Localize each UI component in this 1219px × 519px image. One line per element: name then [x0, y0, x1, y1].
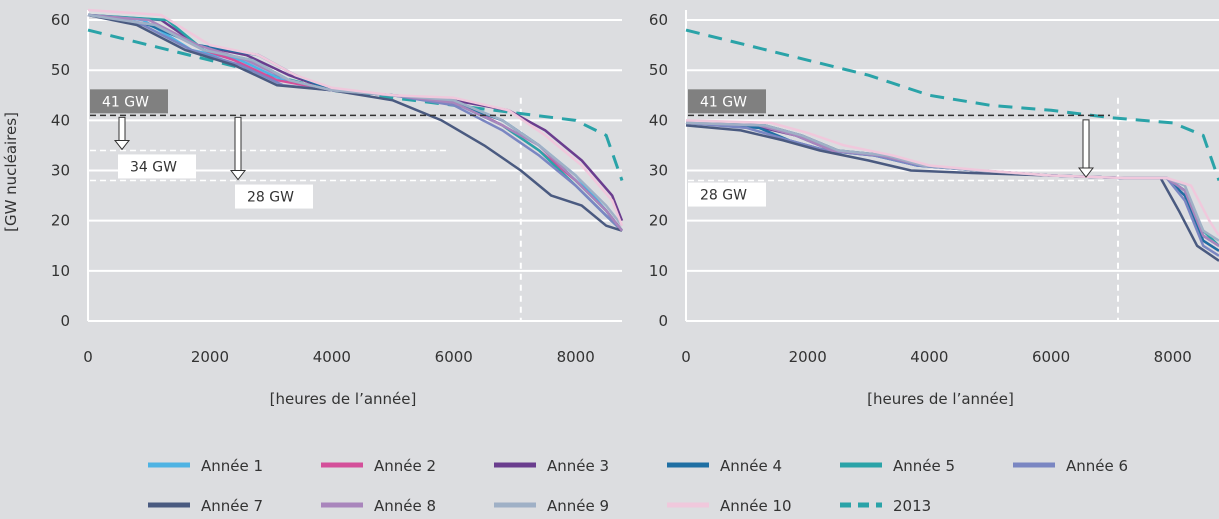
annotation-box-34: [118, 154, 196, 179]
annotation-label-34: 34 GW: [130, 159, 177, 175]
y-tick-label: 60: [649, 11, 668, 29]
arrow-head: [113, 139, 131, 151]
x-tick-label: 4000: [910, 348, 948, 366]
annotation-box-41: [90, 89, 168, 114]
legend-item: 2013: [840, 497, 931, 515]
x-tick-label: 8000: [557, 348, 595, 366]
series-line-année-10: [685, 119, 1219, 237]
series-line-année-10: [87, 8, 624, 227]
arrow-down-to-28: [229, 116, 247, 181]
x-tick-label: 4000: [313, 348, 351, 366]
y-tick-label: 0: [658, 312, 668, 330]
arrow-shaft: [234, 116, 242, 173]
y-tick-label: 50: [51, 61, 70, 79]
legend-label: Année 9: [547, 497, 609, 515]
y-tick-label: 60: [51, 11, 70, 29]
arrow-shaft: [1082, 119, 1090, 170]
legend-item: Année 8: [321, 497, 436, 515]
legend-label: Année 7: [201, 497, 263, 515]
series-line-année-3: [87, 13, 624, 222]
x-tick-label: 2000: [191, 348, 229, 366]
series-line-année-9: [685, 121, 1219, 242]
arrow-shaft: [118, 116, 126, 142]
series-line-année-8: [87, 13, 623, 232]
y-tick-label: 20: [51, 212, 70, 230]
annotation-label-41: 41 GW: [102, 94, 149, 110]
series-line-année-7: [685, 124, 1219, 262]
legend-label: Année 6: [1066, 457, 1128, 475]
legend-label: Année 4: [720, 457, 782, 475]
series-line-2013: [685, 28, 1219, 181]
y-tick-label: 30: [649, 162, 668, 180]
y-tick-label: 20: [649, 212, 668, 230]
annotation-label-28: 28 GW: [247, 190, 294, 206]
annotation-box-28: [235, 184, 313, 209]
x-tick-label: 2000: [789, 348, 827, 366]
legend-label: Année 2: [374, 457, 436, 475]
legend-label: Année 1: [201, 457, 263, 475]
arrow-down-to-28: [1077, 119, 1095, 178]
x-tick-label: 6000: [435, 348, 473, 366]
legend-item: Année 10: [667, 497, 792, 515]
legend-item: Année 4: [667, 457, 782, 475]
legend-label: Année 8: [374, 497, 436, 515]
legend-label: 2013: [893, 497, 931, 515]
x-tick-label: 0: [681, 348, 691, 366]
chart-panel-1: 0 10 20 30 40 50 60 0 2000 4000 6000 8000 [heures de…: [51, 8, 624, 408]
series-line-2013: [87, 28, 624, 181]
x-tick-label: 8000: [1154, 348, 1192, 366]
x-axis-label: [heures de l’année]: [270, 390, 417, 408]
y-tick-label: 40: [649, 111, 668, 129]
x-tick-label: 0: [83, 348, 93, 366]
series-line-année-2: [87, 13, 623, 232]
y-axis-label: [GW nucléaires]: [2, 112, 20, 232]
legend-label: Année 10: [720, 497, 792, 515]
x-axis-label: [heures de l’année]: [867, 390, 1014, 408]
series-line-année-7: [87, 13, 623, 232]
legend-item: Année 9: [494, 497, 609, 515]
annotation-box-41: [688, 89, 766, 114]
x-tick-label: 6000: [1032, 348, 1070, 366]
y-tick-label: 50: [649, 61, 668, 79]
annotation-box-28: [688, 182, 766, 207]
series-line-année-6: [87, 13, 623, 232]
y-tick-label: 10: [649, 262, 668, 280]
legend-item: Année 5: [840, 457, 955, 475]
series-line-année-1: [87, 13, 623, 232]
y-tick-label: 40: [51, 111, 70, 129]
legend-item: Année 2: [321, 457, 436, 475]
y-tick-label: 0: [60, 312, 70, 330]
chart-panel-2: 0 10 20 30 40 50 60 0 2000 4000 6000 8000 [heures de…: [649, 10, 1219, 408]
series-line-année-5: [87, 13, 623, 232]
legend-item: Année 3: [494, 457, 609, 475]
annotation-label-28: 28 GW: [700, 188, 747, 204]
legend: Année 1 Année 2 Année 3 Année 4 Année 5 Année…: [148, 457, 1128, 515]
legend-item: Année 7: [148, 497, 263, 515]
legend-item: Année 1: [148, 457, 263, 475]
legend-label: Année 3: [547, 457, 609, 475]
arrow-head: [1077, 167, 1095, 178]
arrow-head: [229, 170, 247, 181]
legend-label: Année 5: [893, 457, 955, 475]
y-tick-label: 10: [51, 262, 70, 280]
annotation-label-41: 41 GW: [700, 94, 747, 110]
arrow-down-to-34: [113, 116, 131, 151]
y-tick-label: 30: [51, 162, 70, 180]
series-line-année-4: [87, 13, 623, 232]
legend-item: Année 6: [1013, 457, 1128, 475]
